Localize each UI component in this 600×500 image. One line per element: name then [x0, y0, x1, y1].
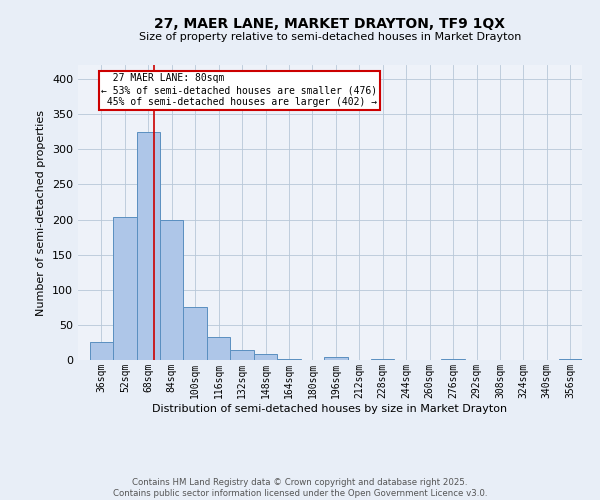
Bar	[160, 220, 184, 360]
Bar	[90, 342, 113, 360]
Bar	[559, 358, 582, 360]
Bar	[113, 218, 137, 360]
Y-axis label: Number of semi-detached properties: Number of semi-detached properties	[37, 110, 46, 316]
Bar	[277, 358, 301, 360]
Text: Contains HM Land Registry data © Crown copyright and database right 2025.
Contai: Contains HM Land Registry data © Crown c…	[113, 478, 487, 498]
Bar	[371, 358, 394, 360]
Bar	[207, 337, 230, 360]
Text: Size of property relative to semi-detached houses in Market Drayton: Size of property relative to semi-detach…	[139, 32, 521, 42]
X-axis label: Distribution of semi-detached houses by size in Market Drayton: Distribution of semi-detached houses by …	[152, 404, 508, 413]
Bar	[184, 308, 207, 360]
Bar	[230, 350, 254, 360]
Text: 27, MAER LANE, MARKET DRAYTON, TF9 1QX: 27, MAER LANE, MARKET DRAYTON, TF9 1QX	[155, 18, 505, 32]
Bar	[324, 357, 347, 360]
Bar	[254, 354, 277, 360]
Text: 27 MAER LANE: 80sqm
← 53% of semi-detached houses are smaller (476)
 45% of semi: 27 MAER LANE: 80sqm ← 53% of semi-detach…	[101, 74, 377, 106]
Bar	[137, 132, 160, 360]
